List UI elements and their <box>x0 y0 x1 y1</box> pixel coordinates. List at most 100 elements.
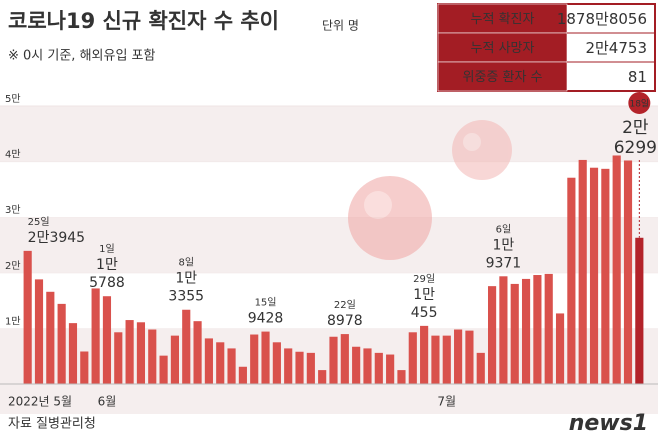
bar <box>114 332 123 384</box>
bar <box>601 168 610 384</box>
grid-band <box>0 217 658 273</box>
bar <box>397 370 406 384</box>
bar <box>442 335 451 384</box>
value-label: 1만 <box>493 237 515 253</box>
x-tick-label: 6월 <box>98 395 117 409</box>
bar <box>589 167 599 384</box>
stat-label: 누적 확진자 <box>471 12 535 27</box>
bar <box>295 351 304 384</box>
subtitle: ※ 0시 기준, 해외유입 포함 <box>8 49 156 64</box>
date-label: 25일 <box>28 216 50 228</box>
date-label: 22일 <box>334 299 356 311</box>
stat-label: 누적 사망자 <box>471 41 535 56</box>
bar <box>374 352 383 384</box>
bar <box>510 283 519 384</box>
bar <box>193 321 202 384</box>
bar <box>102 296 112 384</box>
date-label: 29일 <box>413 273 435 285</box>
bar <box>91 288 100 384</box>
grid-band <box>0 384 658 414</box>
virus-decoration <box>348 120 512 260</box>
value-label: 3355 <box>168 289 204 305</box>
table-header-cell <box>437 61 568 92</box>
y-tick-label: 3만 <box>5 204 21 216</box>
bar <box>261 331 270 384</box>
bar <box>227 348 236 384</box>
date-label: 15일 <box>255 297 277 309</box>
bar <box>488 286 497 384</box>
y-tick-label: 4만 <box>5 149 21 161</box>
table-header-cell <box>437 32 568 63</box>
date-label: 6일 <box>496 223 512 235</box>
bar <box>499 276 508 384</box>
y-tick-label: 2만 <box>5 260 21 272</box>
bar <box>23 250 32 384</box>
bar <box>148 329 157 384</box>
grid-band <box>0 161 658 218</box>
bar <box>125 320 134 384</box>
y-tick-label: 5만 <box>5 93 21 105</box>
bar <box>159 355 168 384</box>
bar <box>431 335 440 384</box>
table-header-cell <box>437 3 568 34</box>
grid-band <box>0 106 658 162</box>
bar <box>57 303 66 384</box>
bar <box>386 354 395 384</box>
bar <box>408 332 417 384</box>
date-badge <box>628 92 651 114</box>
bar <box>578 159 587 384</box>
bar <box>204 338 213 384</box>
value-label: 1만 <box>413 287 435 303</box>
bar <box>46 291 55 384</box>
date-label: 8일 <box>178 257 194 269</box>
x-tick-label: 2022년 5월 <box>8 395 72 409</box>
bar <box>80 351 89 384</box>
bar <box>306 352 315 384</box>
bar <box>555 313 565 384</box>
bar <box>182 309 191 384</box>
value-label: 2만 <box>622 118 649 138</box>
bar <box>340 334 349 384</box>
value-label: 2만3945 <box>28 230 85 246</box>
bar <box>272 342 281 384</box>
value-label: 5788 <box>89 275 125 291</box>
bar <box>250 334 259 384</box>
bar <box>465 330 474 384</box>
value-label: 455 <box>411 305 438 321</box>
stat-value: 2만4753 <box>585 39 647 57</box>
stat-label: 위중증 환자 수 <box>462 70 542 85</box>
unit-label: 단위 명 <box>322 19 359 33</box>
value-label: 1만 <box>96 257 118 273</box>
bar <box>454 329 463 384</box>
bar <box>170 335 179 384</box>
bar <box>612 155 621 384</box>
bar <box>216 342 225 384</box>
value-label: 9371 <box>486 255 522 271</box>
y-tick-label: 1만 <box>5 315 21 327</box>
bar <box>238 366 247 384</box>
bar <box>521 278 531 384</box>
bar <box>420 325 429 384</box>
stats-table: 누적 확진자 1878만8056 누적 사망자 2만4753 위중증 환자 수 81 <box>437 3 656 92</box>
bar <box>352 346 361 384</box>
stat-value: 81 <box>628 68 647 86</box>
date-label: 1일 <box>99 243 115 255</box>
bar <box>476 352 485 384</box>
value-label: 8978 <box>327 313 363 329</box>
bar <box>544 273 553 384</box>
bar <box>318 370 327 384</box>
bar <box>34 279 44 384</box>
bar <box>623 160 633 384</box>
chart-title: 코로나19 신규 확진자 수 추이 <box>8 9 279 33</box>
bar <box>363 348 372 384</box>
bar <box>567 177 576 384</box>
x-tick-label: 7월 <box>437 395 456 409</box>
value-label: 9428 <box>248 311 284 327</box>
value-label: 1만 <box>175 271 197 287</box>
value-label: 6299 <box>614 138 657 158</box>
logo: news1 <box>569 411 648 436</box>
source: 자료 질병관리청 <box>8 417 96 432</box>
bar <box>284 348 293 384</box>
bar <box>533 275 542 384</box>
